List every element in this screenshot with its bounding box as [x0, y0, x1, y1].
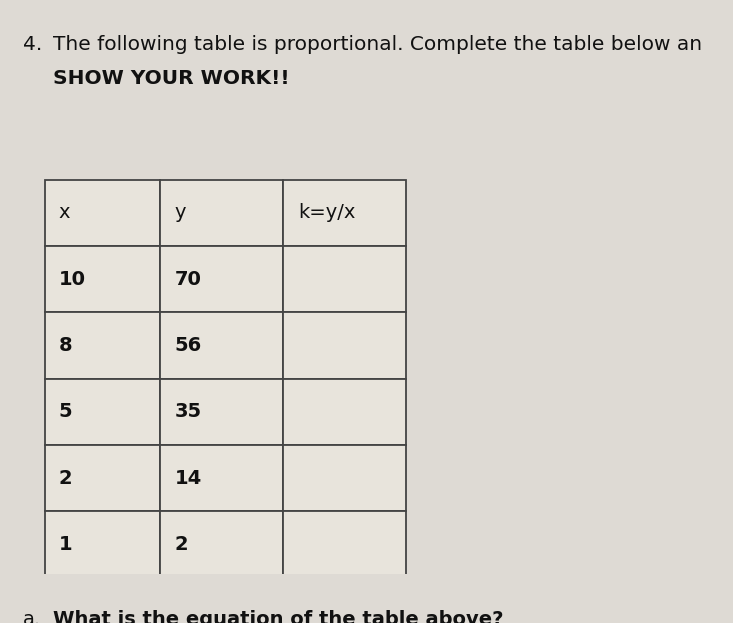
Text: 14: 14 — [174, 468, 202, 488]
Text: The following table is proportional. Complete the table below an: The following table is proportional. Com… — [54, 35, 702, 54]
Text: 2: 2 — [59, 468, 73, 488]
Text: 5: 5 — [59, 402, 73, 421]
Bar — [160, 312, 283, 379]
Bar — [283, 511, 406, 578]
Bar — [45, 511, 160, 578]
Bar — [283, 312, 406, 379]
Bar — [45, 445, 160, 511]
Bar — [45, 312, 160, 379]
Bar — [160, 511, 283, 578]
Bar — [283, 379, 406, 445]
Bar — [283, 445, 406, 511]
Text: 1: 1 — [59, 535, 73, 554]
Bar — [160, 179, 283, 246]
Text: 70: 70 — [174, 270, 202, 288]
Text: 56: 56 — [174, 336, 202, 355]
Text: 8: 8 — [59, 336, 73, 355]
Bar — [283, 246, 406, 312]
Text: y: y — [174, 203, 186, 222]
Bar — [160, 379, 283, 445]
Text: a.: a. — [23, 610, 41, 623]
Text: x: x — [59, 203, 70, 222]
Bar — [45, 246, 160, 312]
Bar — [160, 445, 283, 511]
Text: k=y/x: k=y/x — [298, 203, 356, 222]
Bar — [160, 246, 283, 312]
Bar — [283, 179, 406, 246]
Text: SHOW YOUR WORK!!: SHOW YOUR WORK!! — [54, 69, 290, 88]
Text: 4.: 4. — [23, 35, 43, 54]
Text: 35: 35 — [174, 402, 202, 421]
Text: 10: 10 — [59, 270, 86, 288]
Text: 2: 2 — [174, 535, 188, 554]
Bar — [45, 379, 160, 445]
Text: What is the equation of the table above?: What is the equation of the table above? — [54, 610, 504, 623]
Bar — [45, 179, 160, 246]
